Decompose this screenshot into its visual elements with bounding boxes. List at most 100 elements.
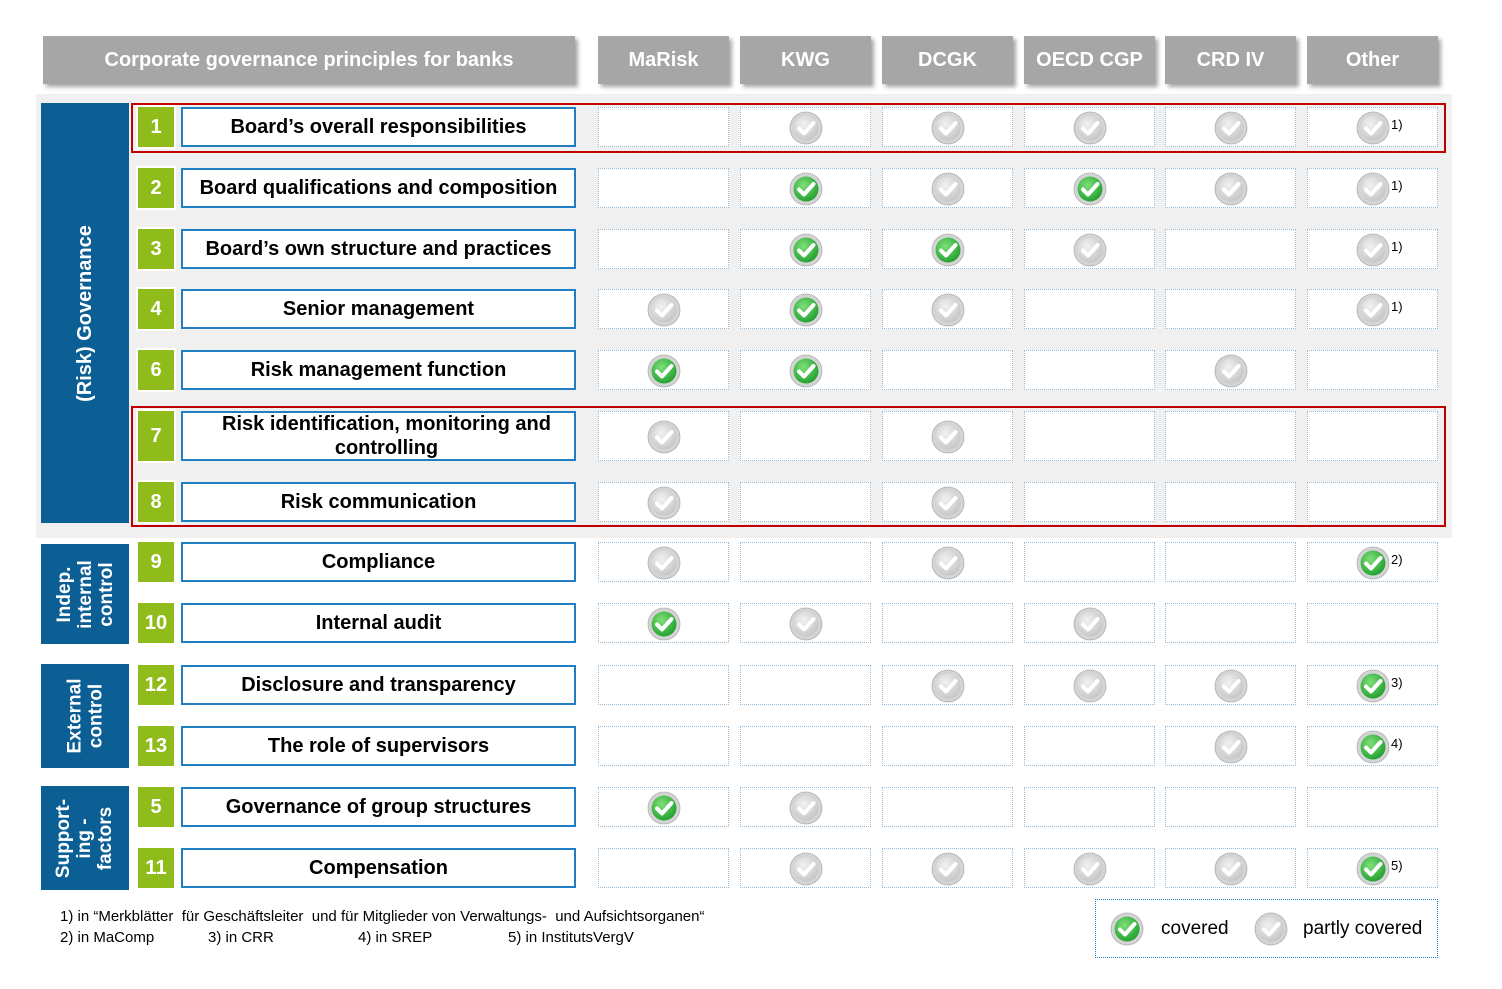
partly-covered-check-icon: [1073, 669, 1106, 703]
matrix-cell: [1024, 726, 1155, 766]
matrix-cell: [598, 289, 729, 329]
principle-name: Risk management function: [181, 350, 576, 390]
partly-covered-check-icon: [647, 420, 680, 454]
partly-covered-check-icon: [1356, 293, 1389, 327]
principle-name: Compensation: [181, 848, 576, 888]
principle-name: Risk identification, monitoring and cont…: [181, 411, 576, 461]
legend-covered-icon: [1110, 912, 1144, 946]
matrix-cell: [740, 603, 871, 643]
principle-name: Board’s own structure and practices: [181, 229, 576, 269]
partly-covered-check-icon: [789, 791, 822, 825]
matrix-cell: [882, 289, 1013, 329]
matrix-cell: [740, 787, 871, 827]
footnote-line-1: 1) in “Merkblätter für Geschäftsleiter u…: [60, 908, 705, 925]
matrix-cell: [740, 107, 871, 147]
matrix-cell: [882, 168, 1013, 208]
footnote-ref: 1): [1391, 239, 1403, 254]
matrix-cell: 2): [1307, 542, 1438, 582]
matrix-cell: [882, 603, 1013, 643]
partly-covered-check-icon: [1356, 172, 1389, 206]
matrix-cell: 4): [1307, 726, 1438, 766]
matrix-cell: [1024, 787, 1155, 827]
partly-covered-check-icon: [1356, 111, 1389, 145]
matrix-cell: [598, 787, 729, 827]
covered-check-icon: [647, 791, 680, 825]
matrix-cell: [598, 665, 729, 705]
matrix-cell: [1165, 350, 1296, 390]
principle-number: 9: [136, 540, 176, 584]
principle-number: 10: [136, 601, 176, 645]
footnote-5: 5) in InstitutsVergV: [508, 929, 634, 946]
partly-covered-check-icon: [1214, 669, 1247, 703]
partly-covered-check-icon: [931, 293, 964, 327]
header-title: Corporate governance principles for bank…: [43, 36, 575, 84]
matrix-cell: [1024, 289, 1155, 329]
partly-covered-check-icon: [789, 852, 822, 886]
principle-number: 8: [136, 480, 176, 524]
covered-check-icon: [1356, 669, 1389, 703]
partly-covered-check-icon: [1214, 852, 1247, 886]
footnote-ref: 2): [1391, 552, 1403, 567]
covered-check-icon: [789, 293, 822, 327]
matrix-cell: [882, 411, 1013, 461]
covered-check-icon: [931, 233, 964, 267]
footnote-ref: 1): [1391, 178, 1403, 193]
matrix-cell: [598, 107, 729, 147]
partly-covered-check-icon: [931, 486, 964, 520]
matrix-cell: [1165, 787, 1296, 827]
matrix-cell: [740, 168, 871, 208]
highlight-box-rows-7-8: [131, 406, 1446, 527]
matrix-cell: [882, 482, 1013, 522]
matrix-cell: [740, 411, 871, 461]
group-label: Support- ing - factors: [41, 786, 129, 890]
column-header-kwg: KWG: [740, 36, 871, 84]
partly-covered-check-icon: [1073, 607, 1106, 641]
highlight-box-row-1: [131, 103, 1446, 153]
principle-name: Governance of group structures: [181, 787, 576, 827]
matrix-cell: [1307, 787, 1438, 827]
principle-name: Disclosure and transparency: [181, 665, 576, 705]
matrix-cell: [1024, 229, 1155, 269]
partly-covered-check-icon: [931, 852, 964, 886]
column-header-crd-iv: CRD IV: [1165, 36, 1296, 84]
footnote-3: 3) in CRR: [208, 929, 274, 946]
matrix-cell: 1): [1307, 107, 1438, 147]
matrix-cell: [1165, 229, 1296, 269]
matrix-cell: 3): [1307, 665, 1438, 705]
principle-name: Compliance: [181, 542, 576, 582]
principle-name: Senior management: [181, 289, 576, 329]
covered-check-icon: [1356, 852, 1389, 886]
matrix-cell: [882, 542, 1013, 582]
partly-covered-check-icon: [931, 546, 964, 580]
group-label-text: Support- ing - factors: [53, 798, 117, 878]
matrix-cell: [598, 542, 729, 582]
covered-check-icon: [1356, 546, 1389, 580]
matrix-cell: 1): [1307, 289, 1438, 329]
principle-number: 5: [136, 785, 176, 829]
column-header-dcgk: DCGK: [882, 36, 1013, 84]
matrix-cell: [740, 289, 871, 329]
matrix-cell: [740, 848, 871, 888]
matrix-cell: [1307, 603, 1438, 643]
matrix-cell: [1165, 603, 1296, 643]
covered-check-icon: [1356, 730, 1389, 764]
principle-number: 11: [136, 846, 176, 890]
matrix-cell: [1024, 665, 1155, 705]
footnote-ref: 4): [1391, 736, 1403, 751]
principle-number: 1: [136, 105, 176, 149]
matrix-cell: [882, 848, 1013, 888]
footnote-2: 2) in MaComp: [60, 929, 155, 946]
matrix-cell: [740, 350, 871, 390]
matrix-cell: [1165, 848, 1296, 888]
covered-check-icon: [789, 172, 822, 206]
matrix-cell: [1024, 542, 1155, 582]
principle-name: The role of supervisors: [181, 726, 576, 766]
matrix-cell: [598, 848, 729, 888]
partly-covered-check-icon: [931, 420, 964, 454]
matrix-cell: [882, 229, 1013, 269]
matrix-cell: [1024, 482, 1155, 522]
covered-check-icon: [1073, 172, 1106, 206]
covered-check-icon: [789, 233, 822, 267]
principle-name: Board’s overall responsibilities: [181, 107, 576, 147]
partly-covered-check-icon: [647, 546, 680, 580]
